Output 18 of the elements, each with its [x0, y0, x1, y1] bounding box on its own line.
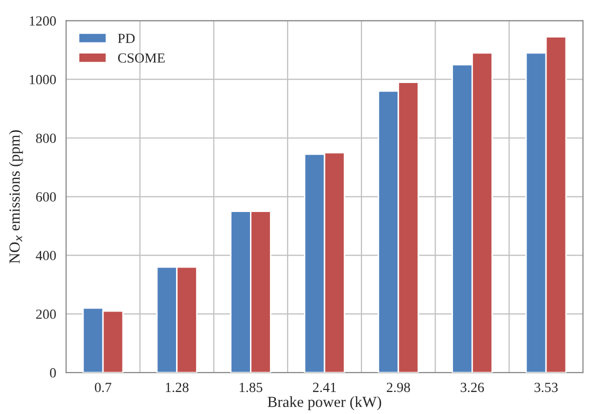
- y-tick-label: 200: [36, 310, 56, 319]
- legend-label: PD: [118, 34, 135, 43]
- x-tick-label: 3.53: [534, 382, 558, 392]
- x-tick-label: 2.41: [312, 382, 336, 392]
- x-tick-label: 1.28: [166, 382, 188, 392]
- x-tick-label: 1.85: [240, 382, 262, 392]
- legend-label: CSOME: [118, 53, 165, 63]
- x-axis-title: Brake power (kW): [268, 396, 382, 410]
- x-tick-label: 0.7: [94, 382, 112, 392]
- y-tick-label: 800: [36, 134, 56, 143]
- x-tick-label: 2.98: [386, 382, 410, 392]
- y-tick-label: 1200: [30, 16, 56, 26]
- x-tick-label: 3.26: [460, 382, 484, 392]
- y-tick-label: 600: [36, 192, 56, 202]
- y-axis-title: NO$_{x}$ emissions (ppm): [9, 130, 23, 264]
- y-tick-label: 0: [50, 368, 56, 378]
- y-tick-label: 1000: [30, 74, 56, 84]
- y-tick-label: 400: [36, 250, 56, 260]
